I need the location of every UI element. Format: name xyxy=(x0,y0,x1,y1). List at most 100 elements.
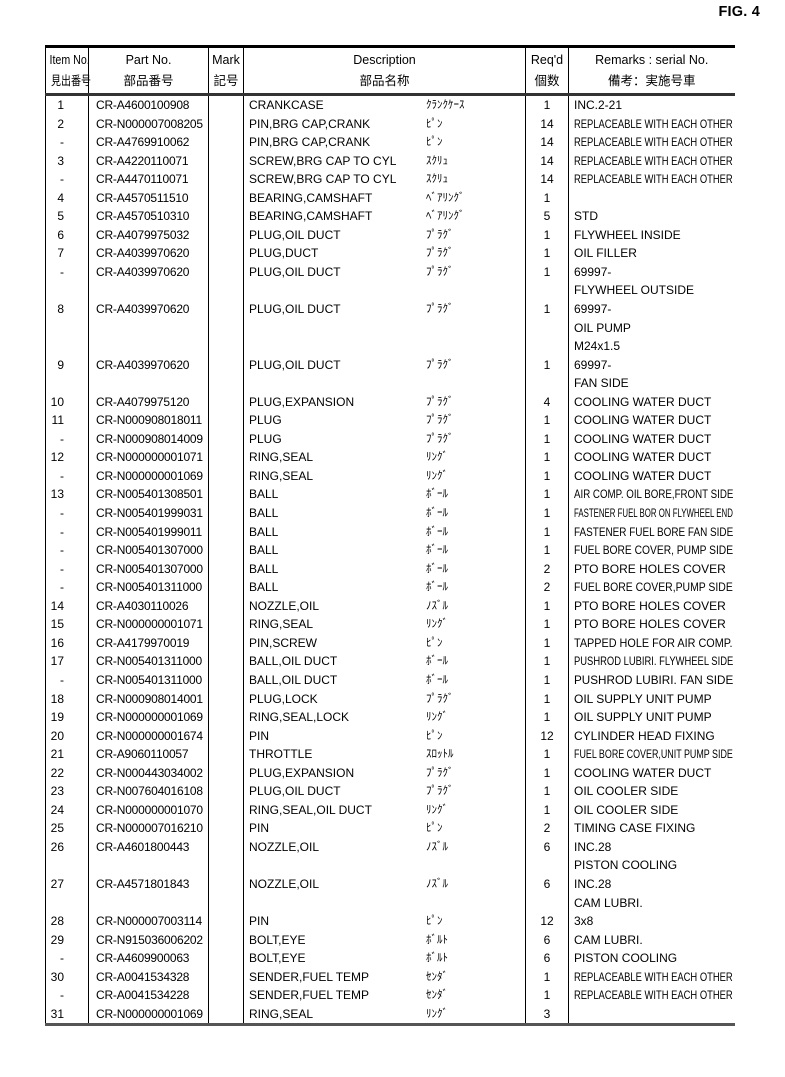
remark-line: OIL COOLER SIDE xyxy=(574,782,735,801)
cell-description: NOZZLE,OIL ﾉｽﾞﾙ xyxy=(243,596,526,616)
remark-text: COOLING WATER DUCT xyxy=(574,431,712,446)
cell-item-no: 25 xyxy=(45,819,89,838)
cell-remarks: PUSHROD LUBIRI. FLYWHEEL SIDE xyxy=(569,652,735,671)
description-value: RING,SEAL xyxy=(249,450,314,465)
cell-remarks: REPLACEABLE WITH EACH OTHER xyxy=(569,152,735,171)
cell-item-no: - xyxy=(45,541,89,560)
remark-line: 69997- xyxy=(574,263,735,282)
remark-line: PTO BORE HOLES COVER xyxy=(574,597,735,616)
cell-remarks: REPLACEABLE WITH EACH OTHER xyxy=(569,968,735,987)
part-no-value: CR-A4220110071 xyxy=(96,153,189,168)
item-no-value: 8 xyxy=(57,302,64,317)
cell-qty: 1 xyxy=(525,967,569,987)
cell-qty: 1 xyxy=(525,708,569,727)
cell-part-no: CR-A4030110026 xyxy=(88,596,209,616)
col-header-remarks-en: Remarks : serial No. xyxy=(595,52,709,67)
qty-value: 14 xyxy=(540,153,554,168)
remark-line: INC.2-21 xyxy=(574,96,735,115)
description-kana: ﾌﾟﾗｸﾞ xyxy=(426,303,454,316)
cell-mark xyxy=(208,837,244,875)
part-no-value: CR-N000443034002 xyxy=(96,765,203,780)
description-kana: ﾌﾟﾗｸﾞ xyxy=(426,766,454,779)
qty-value: 1 xyxy=(543,969,551,984)
cell-mark xyxy=(208,763,244,783)
cell-mark xyxy=(208,800,244,820)
cell-mark xyxy=(208,633,244,653)
table-row: 19 CR-N000000001069 RING,SEAL,LOCK ﾘﾝｸﾞ 1 OIL… xyxy=(45,708,735,727)
table-row: 11 CR-N000908018011 PLUG ﾌﾟﾗｸﾞ 1 COOLING WATE… xyxy=(45,411,735,430)
col-header-part-en: Part No. xyxy=(125,52,172,67)
description-value: PLUG,OIL DUCT xyxy=(249,784,341,799)
col-header-item: Item No. 見出番号 xyxy=(45,46,91,96)
remark-line: CYLINDER HEAD FIXING xyxy=(574,727,735,746)
cell-part-no: CR-N000000001071 xyxy=(88,448,209,467)
cell-mark xyxy=(208,429,244,449)
remark-line: FUEL BORE COVER,UNIT PUMP SIDE xyxy=(574,745,735,764)
cell-mark xyxy=(208,930,244,950)
description-kana: ﾋﾟﾝ xyxy=(426,729,443,742)
cell-mark xyxy=(208,1004,244,1025)
table-row: 25 CR-N000007016210 PIN ﾋﾟﾝ 2 TIMING CASE FIX… xyxy=(45,819,735,838)
remark-line: COOLING WATER DUCT xyxy=(574,467,735,486)
item-no-value: 17 xyxy=(50,654,64,669)
description-value: THROTTLE xyxy=(249,747,313,762)
description-kana: ﾍﾞｱﾘﾝｸﾞ xyxy=(426,191,465,204)
cell-item-no: 5 xyxy=(45,207,89,226)
cell-mark xyxy=(208,670,244,690)
table-row: 14 CR-A4030110026 NOZZLE,OIL ﾉｽﾞﾙ 1 PTO BORE … xyxy=(45,596,735,616)
description-value: BALL xyxy=(249,506,279,521)
remark-text: PTO BORE HOLES COVER xyxy=(574,598,726,613)
qty-value: 6 xyxy=(543,839,551,854)
item-no-value: 6 xyxy=(57,227,64,242)
item-no-value: 26 xyxy=(50,839,64,854)
cell-remarks: FUEL BORE COVER,UNIT PUMP SIDE xyxy=(569,745,735,764)
cell-item-no: - xyxy=(45,133,89,152)
col-header-part-jp: 部品番号 xyxy=(123,73,174,88)
table-row: 20 CR-N000000001674 PIN ﾋﾟﾝ 12 CYLINDER HEAD … xyxy=(45,726,735,746)
qty-value: 14 xyxy=(540,172,554,187)
cell-description: BALL,OIL DUCT ﾎﾞｰﾙ xyxy=(243,670,526,690)
cell-qty: 14 xyxy=(525,170,569,189)
cell-description: BALL ﾎﾞｰﾙ xyxy=(243,578,526,597)
table-row: - CR-N005401307000 BALL ﾎﾞｰﾙ 2 PTO BORE HOLES… xyxy=(45,559,735,579)
description-kana: ﾘﾝｸﾞ xyxy=(426,711,448,724)
cell-mark xyxy=(208,262,244,301)
cell-item-no: - xyxy=(45,986,89,1005)
description-value: PLUG,OIL DUCT xyxy=(249,227,341,242)
cell-mark xyxy=(208,745,244,764)
remark-line: REPLACEABLE WITH EACH OTHER xyxy=(574,115,735,134)
description-kana: ﾌﾟﾗｸﾞ xyxy=(426,692,454,705)
cell-part-no: CR-A4571801843 xyxy=(88,874,209,913)
description-value: PIN xyxy=(249,914,270,929)
part-no-value: CR-N005401311000 xyxy=(96,654,202,669)
cell-remarks: REPLACEABLE WITH EACH OTHER xyxy=(569,170,735,189)
part-no-value: CR-N000007003114 xyxy=(96,914,202,929)
cell-item-no: 12 xyxy=(45,448,89,467)
description-value: BALL xyxy=(249,524,279,539)
qty-value: 1 xyxy=(543,691,551,706)
parts-table: Item No. 見出番号 Part No. 部品番号 Mark 記号 Desc… xyxy=(45,45,735,1027)
description-value: PLUG,LOCK xyxy=(249,691,318,706)
remark-line: CAM LUBRI. xyxy=(574,894,735,913)
cell-remarks: OIL FILLER xyxy=(569,244,735,263)
table-row: 9 CR-A4039970620 PLUG,OIL DUCT ﾌﾟﾗｸﾞ 1 69997-… xyxy=(45,355,735,393)
qty-value: 1 xyxy=(543,784,551,799)
table-row: 8 CR-A4039970620 PLUG,OIL DUCT ﾌﾟﾗｸﾞ 1 69997-… xyxy=(45,300,735,356)
qty-value: 1 xyxy=(543,802,551,817)
cell-description: PLUG ﾌﾟﾗｸﾞ xyxy=(243,429,526,449)
cell-part-no: CR-N005401999011 xyxy=(88,522,209,542)
cell-item-no: 31 xyxy=(45,1004,89,1025)
cell-part-no: CR-A4600100908 xyxy=(88,94,209,115)
cell-remarks: COOLING WATER DUCT xyxy=(569,430,735,449)
cell-mark xyxy=(208,133,244,152)
cell-mark xyxy=(208,392,244,412)
part-no-value: CR-A4039970620 xyxy=(96,357,190,372)
cell-part-no: CR-N005401999031 xyxy=(88,504,209,523)
remark-text: OIL SUPPLY UNIT PUMP xyxy=(574,710,712,725)
table-row: 29 CR-N915036006202 BOLT,EYE ﾎﾞﾙﾄ 6 CAM LUBRI… xyxy=(45,930,735,950)
cell-mark xyxy=(208,188,244,208)
description-kana: ﾌﾟﾗｸﾞ xyxy=(426,432,454,445)
qty-value: 1 xyxy=(543,468,551,483)
col-header-description-en: Description xyxy=(353,52,416,67)
item-no-value: 18 xyxy=(50,691,64,706)
